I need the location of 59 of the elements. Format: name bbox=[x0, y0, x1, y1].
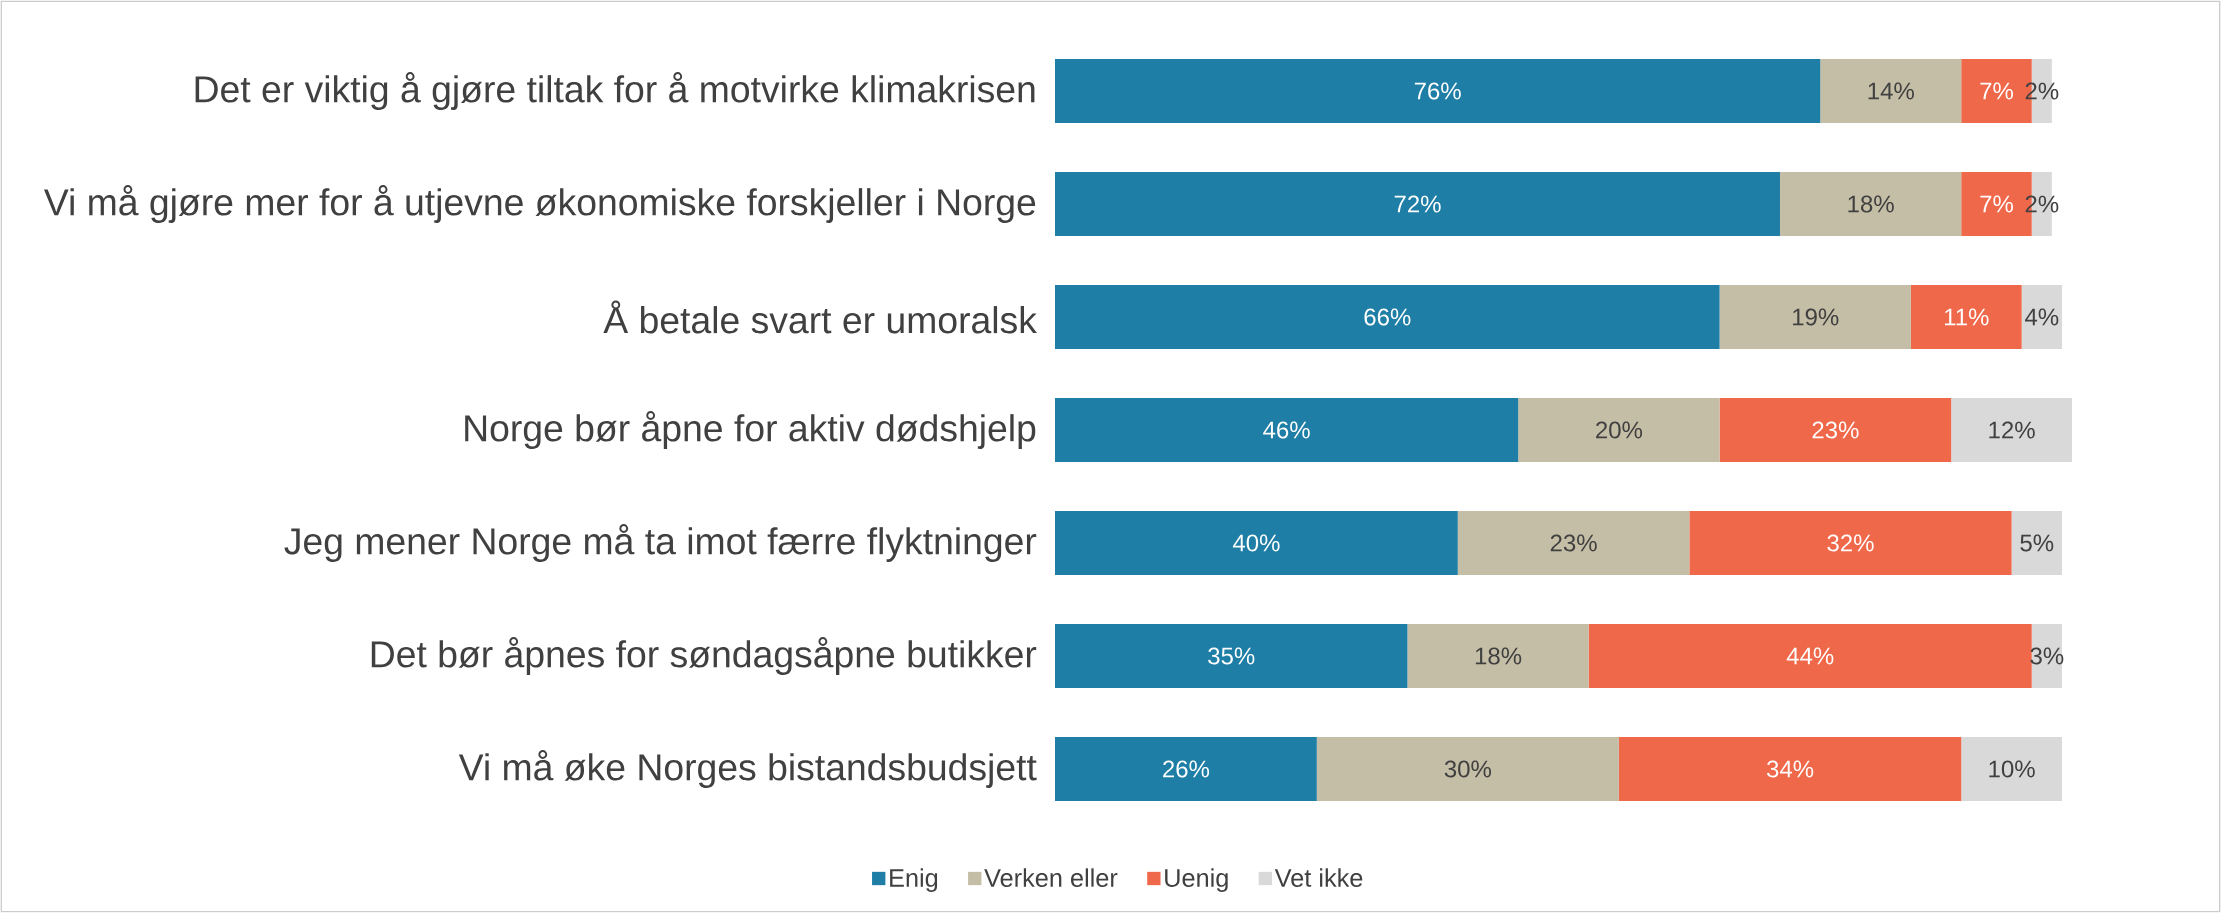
data-label: 44% bbox=[1786, 647, 1834, 665]
data-label: 10% bbox=[1989, 760, 2035, 778]
data-label: 34% bbox=[1766, 760, 1814, 778]
bar bbox=[1779, 172, 1962, 236]
y-tick-label: Å betale svart er umoralsk bbox=[603, 300, 1037, 334]
data-label: 35% bbox=[1208, 647, 1255, 665]
data-label: 14% bbox=[1868, 82, 1914, 100]
bar bbox=[1055, 172, 1780, 236]
bar bbox=[1618, 737, 1962, 801]
bar bbox=[1910, 285, 2022, 349]
y-tick-label: Vi må øke Norges bistandsbudsjett bbox=[458, 750, 1037, 788]
y-tick-label: Vi må gjøre mer for å utjevne økonomiske forskjeller i Norge bbox=[43, 185, 1036, 223]
y-tick-label: Det bør åpnes for søndagsåpne butikker bbox=[371, 637, 1037, 675]
data-label: 72% bbox=[1394, 195, 1441, 213]
bar bbox=[2021, 285, 2062, 349]
legend-label: Verken eller bbox=[984, 868, 1118, 887]
data-label: 32% bbox=[1827, 534, 1874, 552]
bar bbox=[1316, 737, 1619, 801]
bar bbox=[1407, 624, 1589, 688]
y-tick-label: Jeg mener Norge må ta imot færre flyktninger bbox=[284, 524, 1037, 562]
data-label: 4% bbox=[2025, 308, 2059, 326]
bar bbox=[1588, 624, 2032, 688]
data-label: 76% bbox=[1414, 82, 1461, 100]
data-label: 7% bbox=[1980, 195, 2013, 213]
bar bbox=[1055, 511, 1458, 575]
data-label: 18% bbox=[1848, 195, 1894, 213]
data-label: 11% bbox=[1944, 308, 1989, 326]
bar bbox=[1719, 398, 1952, 462]
bar bbox=[1055, 737, 1317, 801]
legend-label: Uenig bbox=[1165, 868, 1228, 892]
bar bbox=[1961, 737, 2062, 801]
bar bbox=[1055, 398, 1519, 462]
bar bbox=[2011, 511, 2062, 575]
data-label: 46% bbox=[1263, 421, 1310, 439]
bar bbox=[1457, 511, 1690, 575]
bar bbox=[1518, 398, 1720, 462]
y-tick-label: Det er viktig å gjøre tiltak for å motvirke klimakrisen bbox=[195, 72, 1035, 110]
data-label: 18% bbox=[1475, 647, 1522, 665]
bar bbox=[1689, 511, 2012, 575]
data-label: 66% bbox=[1364, 308, 1411, 326]
legend-label: Vet ikke bbox=[1274, 868, 1363, 887]
legend-label: Enig bbox=[890, 868, 938, 892]
data-label: 5% bbox=[2020, 534, 2054, 552]
data-label: 7% bbox=[1980, 82, 2013, 100]
data-label: 23% bbox=[1550, 534, 1597, 552]
data-label: 20% bbox=[1596, 421, 1643, 439]
bar bbox=[1055, 285, 1720, 349]
data-label: 40% bbox=[1232, 534, 1280, 552]
data-label: 12% bbox=[1989, 421, 2035, 439]
data-label: 26% bbox=[1163, 760, 1210, 778]
bar bbox=[1719, 285, 1911, 349]
bar bbox=[1951, 398, 2072, 462]
data-label: 19% bbox=[1793, 308, 1839, 326]
data-label: 23% bbox=[1812, 421, 1859, 439]
bar bbox=[1055, 624, 1408, 688]
bar bbox=[1055, 59, 1821, 123]
y-tick-label: Norge bør åpne for aktiv dødshjelp bbox=[465, 411, 1036, 449]
data-label: 30% bbox=[1444, 760, 1492, 778]
bar bbox=[1820, 59, 1962, 123]
